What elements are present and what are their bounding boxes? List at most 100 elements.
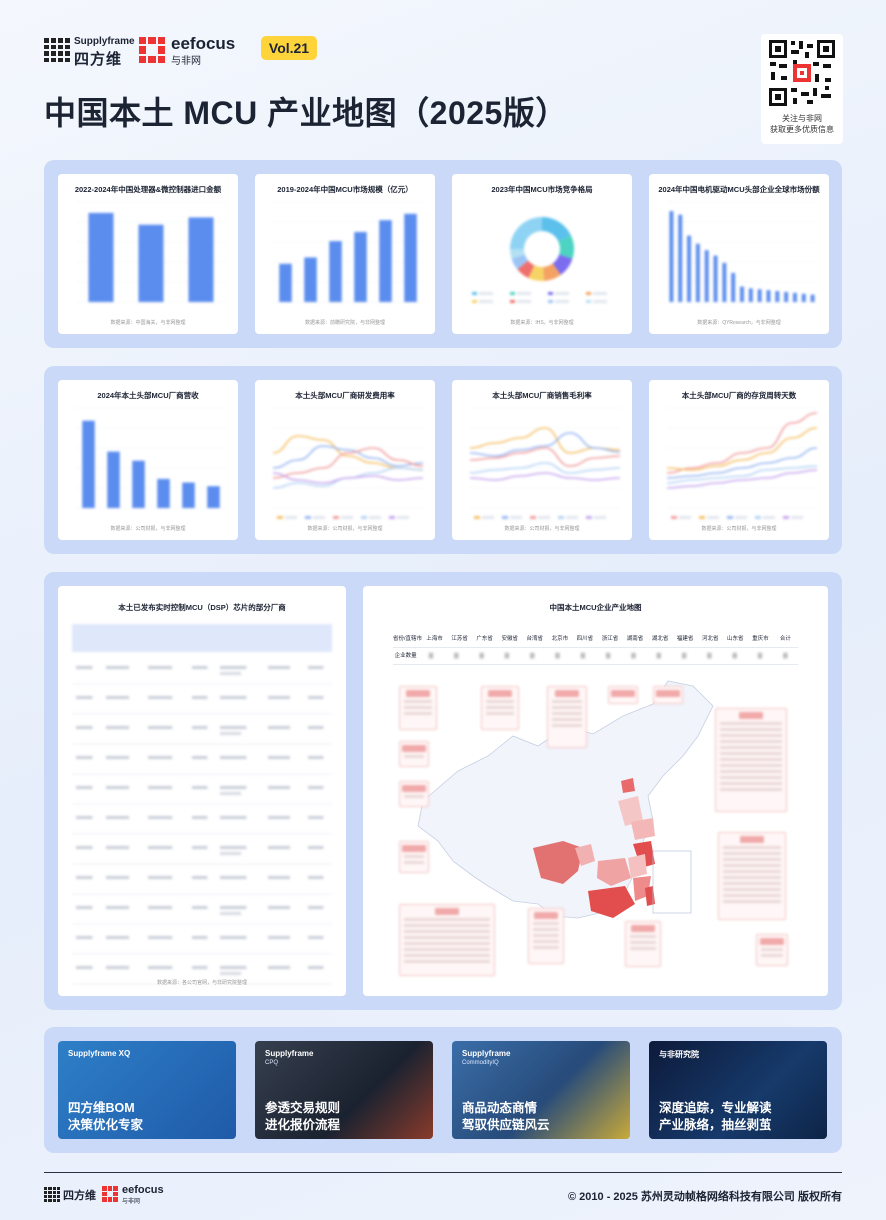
footer-supplyframe-logo[interactable]: 四方维 bbox=[44, 1185, 114, 1205]
region-hebei[interactable] bbox=[618, 796, 643, 826]
dsp-vendor-table-card[interactable]: 本土已发布实时控制MCU（DSP）芯片的部分厂商 数据来源：各公司官网，与非研究… bbox=[58, 586, 346, 996]
series-line[interactable] bbox=[666, 465, 818, 484]
footer-eefocus-logo[interactable]: eefocus 与非网 bbox=[102, 1184, 192, 1205]
chart-source: 数据来源：公司财报，与非网整理 bbox=[701, 526, 777, 532]
chart-card-competition[interactable]: 2023年中国MCU市场竞争格局 数据来源：IHS，与非网整理 bbox=[452, 174, 632, 334]
promo-card-research[interactable]: 与非研究院 深度追踪，专业解读 产业脉络，抽丝剥茧 bbox=[649, 1041, 827, 1139]
bar[interactable] bbox=[704, 250, 709, 302]
company-bubble-shanghai[interactable] bbox=[715, 708, 787, 812]
donut-slice[interactable] bbox=[511, 254, 529, 270]
eefocus-logo[interactable]: eefocus 与非网 bbox=[139, 34, 259, 67]
series-line[interactable] bbox=[469, 447, 621, 467]
company-bubble[interactable] bbox=[528, 908, 564, 964]
qr-code-block[interactable]: 关注与非网 获取更多优质信息 bbox=[761, 34, 843, 144]
series-line[interactable] bbox=[272, 447, 424, 479]
company-bubble[interactable] bbox=[608, 686, 638, 704]
industry-map-card[interactable]: 中国本土MCU企业产业地图 省份/直辖市 上海市 江苏省 广东省 安徽省 台湾省… bbox=[363, 586, 828, 996]
bar[interactable] bbox=[669, 211, 674, 302]
series-line[interactable] bbox=[272, 472, 424, 484]
bar[interactable] bbox=[304, 257, 317, 302]
donut-slice[interactable] bbox=[517, 260, 535, 278]
chart-card-market-size[interactable]: 2019-2024年中国MCU市场规模（亿元） 数据来源：前瞻研究院，与非网整理 bbox=[255, 174, 435, 334]
bar[interactable] bbox=[329, 241, 342, 302]
bar[interactable] bbox=[157, 478, 170, 508]
company-bubble[interactable] bbox=[399, 686, 437, 730]
donut-slice[interactable] bbox=[558, 235, 574, 259]
series-line[interactable] bbox=[666, 469, 818, 489]
chart-card-motor-share[interactable]: 2024年中国电机驱动MCU头部企业全球市场份额 数据来源：QYResearch… bbox=[649, 174, 829, 334]
region-taiwan[interactable] bbox=[645, 886, 655, 906]
series-line[interactable] bbox=[469, 427, 621, 454]
bar[interactable] bbox=[757, 289, 762, 302]
series-line[interactable] bbox=[666, 412, 818, 474]
donut-slice[interactable] bbox=[510, 249, 525, 259]
table-cell bbox=[76, 936, 93, 939]
chart-card-inventory-days[interactable]: 本土头部MCU厂商的存货周转天数 数据来源：公司财报，与非网整理 bbox=[649, 380, 829, 540]
bar[interactable] bbox=[775, 291, 780, 302]
bar[interactable] bbox=[404, 213, 417, 302]
bar[interactable] bbox=[279, 263, 292, 302]
region-chongqing[interactable] bbox=[575, 844, 595, 866]
bar[interactable] bbox=[748, 288, 753, 302]
company-bubble-guangdong[interactable] bbox=[399, 904, 495, 976]
company-bubble[interactable] bbox=[481, 686, 519, 730]
region-shandong[interactable] bbox=[631, 818, 655, 840]
bar[interactable] bbox=[678, 214, 683, 302]
bar[interactable] bbox=[722, 262, 727, 302]
bar[interactable] bbox=[107, 451, 120, 508]
bar[interactable] bbox=[132, 460, 145, 508]
bar[interactable] bbox=[188, 217, 214, 302]
bar[interactable] bbox=[687, 235, 692, 302]
promo-card-cpq[interactable]: Supplyframe CPQ 参透交易规则 进化报价流程 bbox=[255, 1041, 433, 1139]
series-line[interactable] bbox=[272, 445, 424, 469]
region-hunan[interactable] bbox=[597, 858, 631, 886]
bar[interactable] bbox=[713, 255, 718, 302]
bar[interactable] bbox=[138, 224, 164, 302]
company-bubble[interactable] bbox=[399, 781, 429, 807]
bar[interactable] bbox=[207, 486, 220, 508]
donut-slice[interactable] bbox=[528, 265, 545, 281]
bar[interactable] bbox=[82, 420, 95, 508]
bar[interactable] bbox=[801, 293, 806, 302]
donut-slice[interactable] bbox=[542, 217, 571, 242]
bar[interactable] bbox=[695, 243, 700, 302]
series-line[interactable] bbox=[666, 447, 818, 479]
bar[interactable] bbox=[354, 232, 367, 302]
bar[interactable] bbox=[731, 272, 736, 302]
bar[interactable] bbox=[88, 212, 114, 302]
legend-swatch bbox=[558, 516, 564, 519]
bar[interactable] bbox=[810, 294, 815, 302]
company-bubble[interactable] bbox=[756, 934, 788, 966]
bar[interactable] bbox=[792, 292, 797, 302]
series-line[interactable] bbox=[666, 427, 818, 471]
region-guangdong[interactable] bbox=[588, 886, 635, 918]
chart-card-gross-margin[interactable]: 本土头部MCU厂商销售毛利率 数据来源：公司财报，与非网整理 bbox=[452, 380, 632, 540]
promo-card-bom[interactable]: Supplyframe XQ 四方维BOM 决策优化专家 bbox=[58, 1041, 236, 1139]
bar[interactable] bbox=[379, 220, 392, 302]
supplyframe-logo[interactable]: Supplyframe 四方维 bbox=[44, 36, 135, 68]
bar[interactable] bbox=[766, 290, 771, 302]
bar[interactable] bbox=[182, 482, 195, 508]
bar[interactable] bbox=[784, 292, 789, 302]
donut-slice[interactable] bbox=[510, 217, 542, 249]
donut-slice[interactable] bbox=[543, 263, 561, 281]
series-line[interactable] bbox=[469, 472, 621, 481]
chart-card-revenue[interactable]: 2024年本土头部MCU厂商营收 数据来源：公司财报，与非网整理 bbox=[58, 380, 238, 540]
company-bubble[interactable] bbox=[625, 921, 661, 967]
donut-slice[interactable] bbox=[552, 254, 573, 275]
company-bubble[interactable] bbox=[399, 841, 429, 873]
bar[interactable] bbox=[740, 286, 744, 302]
company-bubble-jiangsu[interactable] bbox=[718, 832, 786, 920]
series-line[interactable] bbox=[469, 432, 621, 457]
promo-card-commodityiq[interactable]: Supplyframe CommodityIQ 商品动态商情 驾驭供应链风云 bbox=[452, 1041, 630, 1139]
series-line[interactable] bbox=[469, 462, 621, 474]
company-bubble[interactable] bbox=[399, 741, 429, 767]
company-bubble[interactable] bbox=[547, 686, 587, 748]
company-bubble[interactable] bbox=[653, 686, 683, 704]
region-beijing[interactable] bbox=[621, 778, 635, 793]
chart-card-rd-rate[interactable]: 本土头部MCU厂商研发费用率 数据来源：公司财报，与非网整理 bbox=[255, 380, 435, 540]
chart-card-import[interactable]: 2022-2024年中国处理器&微控制器进口金额 数据来源：中国海关，与非网整理 bbox=[58, 174, 238, 334]
province-row: 省份/直辖市 上海市 江苏省 广东省 安徽省 台湾省 北京市 四川省 浙江省 湖… bbox=[393, 631, 798, 648]
region-sichuan[interactable] bbox=[533, 841, 583, 884]
region-anhui[interactable] bbox=[628, 854, 647, 878]
